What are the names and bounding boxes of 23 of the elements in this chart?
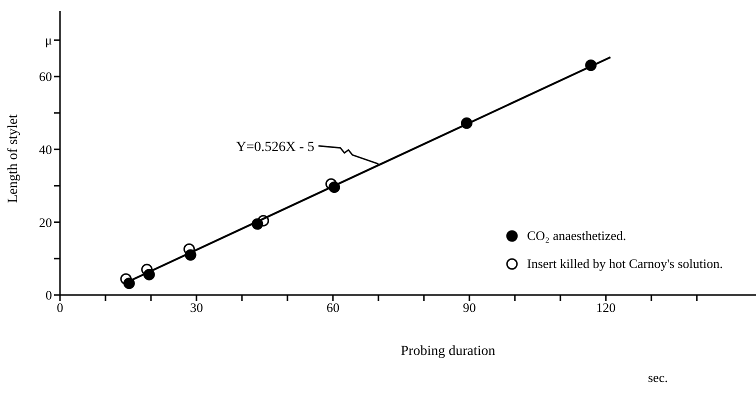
point bbox=[325, 178, 337, 190]
text: sec. bbox=[648, 370, 668, 386]
x-tick-label: 0 bbox=[56, 300, 64, 316]
point bbox=[460, 117, 472, 129]
x-tick-label: 30 bbox=[190, 300, 203, 316]
point bbox=[585, 60, 597, 71]
y-tick-label: μ bbox=[45, 32, 52, 48]
y-tick-label: 0 bbox=[46, 288, 52, 303]
point bbox=[258, 214, 270, 226]
y-tick-label: 40 bbox=[39, 142, 52, 157]
point bbox=[120, 273, 132, 285]
legend-label: Insert killed by hot Carnoy's solution. bbox=[527, 256, 723, 272]
y-axis-title: Length of stylet bbox=[6, 114, 21, 203]
annotation: Y=0.526X - 5 bbox=[236, 140, 314, 155]
x-axis-title: Probing duration bbox=[400, 344, 496, 359]
point bbox=[141, 264, 153, 276]
point bbox=[183, 243, 195, 255]
legend-label: CO₂ anaesthetized. bbox=[527, 228, 626, 244]
x-tick-label: 60 bbox=[326, 300, 340, 316]
y-tick-label: 20 bbox=[39, 214, 52, 230]
x-tick-label: 90 bbox=[462, 300, 476, 316]
y-tick-label: 60 bbox=[39, 69, 52, 84]
x-tick-label: 120 bbox=[596, 300, 616, 316]
